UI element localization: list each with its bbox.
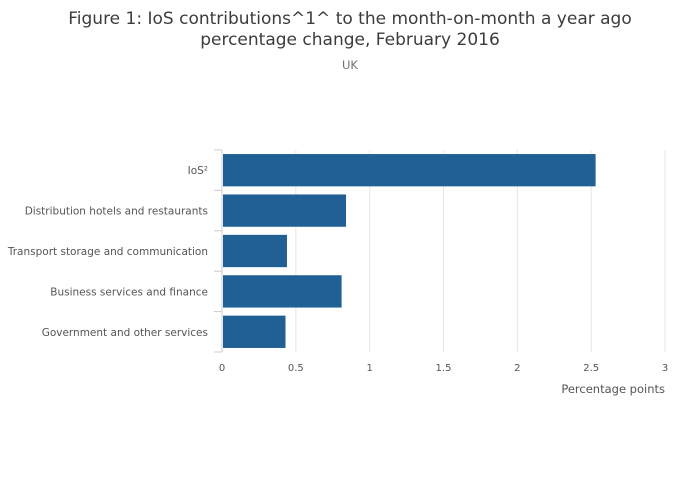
bar xyxy=(223,194,347,227)
bar xyxy=(223,154,596,187)
x-tick-label: 2 xyxy=(514,363,520,374)
category-label: Business services and finance xyxy=(50,286,208,298)
chart-title-line-2: percentage change, February 2016 xyxy=(200,30,500,50)
category-label: Government and other services xyxy=(42,327,208,339)
bar xyxy=(223,234,287,268)
category-label: Transport storage and communication xyxy=(7,246,208,258)
category-label: IoS² xyxy=(188,165,208,177)
axes: 0 0.5 1 1.5 2 2.5 3 IoS² Distribution hotels and… xyxy=(7,149,668,374)
bars xyxy=(223,154,596,348)
chart-subtitle: UK xyxy=(342,58,358,72)
x-tick-label: 0.5 xyxy=(288,363,304,374)
x-tick-label: 3 xyxy=(662,363,668,374)
x-tick-label: 2.5 xyxy=(583,363,599,374)
bar xyxy=(223,275,342,308)
x-axis-title: Percentage points xyxy=(561,382,665,396)
x-tick-label: 1 xyxy=(366,363,372,374)
bar xyxy=(223,315,286,348)
category-label: Distribution hotels and restaurants xyxy=(25,206,208,218)
chart-title-line-1: Figure 1: IoS contributions^1^ to the mo… xyxy=(68,9,632,29)
x-tick-label: 0 xyxy=(219,363,225,374)
x-tick-label: 1.5 xyxy=(436,363,452,374)
